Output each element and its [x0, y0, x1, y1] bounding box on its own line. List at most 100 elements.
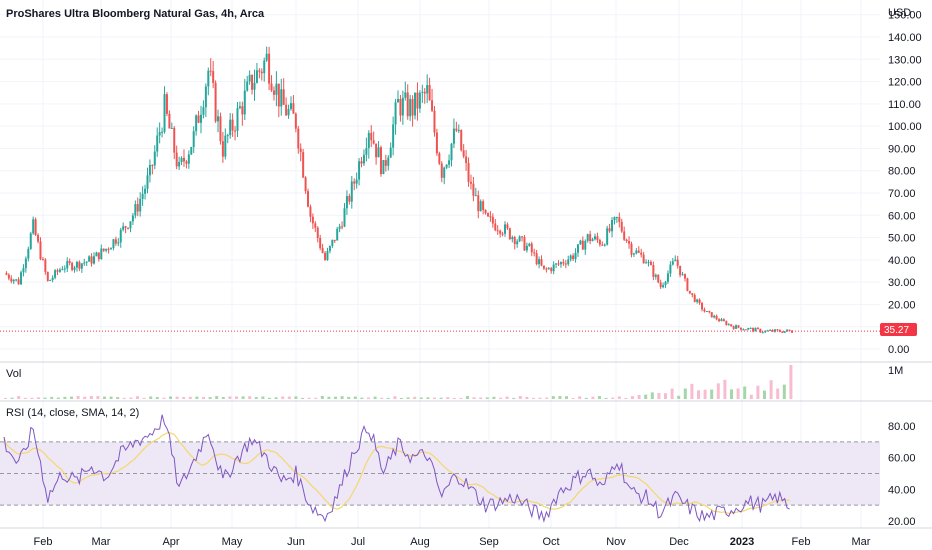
- candle-body[interactable]: [496, 230, 499, 232]
- candle-body[interactable]: [285, 104, 288, 116]
- candle-body[interactable]: [545, 268, 548, 270]
- candle-body[interactable]: [100, 248, 103, 260]
- candle-body[interactable]: [513, 237, 516, 245]
- candle-body[interactable]: [783, 331, 786, 333]
- candle-body[interactable]: [117, 242, 120, 244]
- candle-body[interactable]: [204, 86, 207, 108]
- candle-body[interactable]: [68, 261, 71, 263]
- candle-body[interactable]: [613, 217, 616, 221]
- candle-body[interactable]: [635, 250, 638, 254]
- candle-body[interactable]: [681, 274, 684, 276]
- candle-body[interactable]: [292, 103, 295, 114]
- candle-body[interactable]: [251, 74, 254, 90]
- candle-body[interactable]: [275, 83, 278, 95]
- candle-body[interactable]: [718, 319, 721, 322]
- candle-body[interactable]: [460, 129, 463, 151]
- candle-body[interactable]: [484, 209, 487, 214]
- candle-body[interactable]: [248, 74, 251, 82]
- candle-body[interactable]: [85, 261, 88, 263]
- candle-body[interactable]: [195, 115, 198, 132]
- candle-body[interactable]: [15, 279, 18, 281]
- candle-body[interactable]: [243, 90, 246, 115]
- candle-body[interactable]: [255, 70, 258, 83]
- candle-body[interactable]: [404, 92, 407, 98]
- candle-body[interactable]: [601, 244, 604, 246]
- candle-body[interactable]: [640, 252, 643, 255]
- volume-pane[interactable]: [4, 365, 793, 399]
- candle-body[interactable]: [504, 224, 507, 234]
- candle-body[interactable]: [752, 327, 755, 332]
- candle-body[interactable]: [465, 156, 468, 164]
- candle-body[interactable]: [693, 295, 696, 302]
- candle-body[interactable]: [542, 265, 545, 269]
- candle-body[interactable]: [226, 135, 229, 137]
- candle-body[interactable]: [625, 239, 628, 242]
- candle-body[interactable]: [511, 237, 514, 240]
- candle-body[interactable]: [754, 327, 757, 332]
- candle-body[interactable]: [51, 277, 54, 280]
- candle-body[interactable]: [185, 161, 188, 164]
- candle-body[interactable]: [720, 319, 723, 322]
- candle-body[interactable]: [579, 240, 582, 245]
- candle-body[interactable]: [664, 281, 667, 286]
- candle-body[interactable]: [773, 329, 776, 332]
- candle-body[interactable]: [499, 230, 502, 234]
- candle-body[interactable]: [705, 311, 708, 313]
- candle-body[interactable]: [701, 303, 704, 310]
- candle-body[interactable]: [341, 226, 344, 228]
- candle-body[interactable]: [715, 315, 718, 320]
- candle-body[interactable]: [674, 259, 677, 262]
- candle-body[interactable]: [119, 229, 122, 243]
- candle-body[interactable]: [316, 227, 319, 239]
- candle-body[interactable]: [338, 226, 341, 229]
- candle-body[interactable]: [469, 181, 472, 184]
- candle-body[interactable]: [766, 330, 769, 332]
- candle-body[interactable]: [781, 331, 784, 333]
- candle-body[interactable]: [146, 175, 149, 189]
- candle-body[interactable]: [63, 268, 66, 270]
- candle-body[interactable]: [343, 208, 346, 227]
- candle-body[interactable]: [747, 328, 750, 330]
- candle-body[interactable]: [75, 261, 78, 268]
- candle-body[interactable]: [148, 164, 151, 176]
- candle-body[interactable]: [173, 127, 176, 153]
- candle-body[interactable]: [737, 325, 740, 328]
- candle-body[interactable]: [182, 157, 185, 162]
- candle-body[interactable]: [105, 248, 108, 251]
- candle-body[interactable]: [530, 243, 533, 253]
- candle-body[interactable]: [229, 119, 232, 136]
- candle-body[interactable]: [231, 119, 234, 131]
- candle-body[interactable]: [686, 278, 689, 291]
- candle-body[interactable]: [508, 228, 511, 240]
- candle-body[interactable]: [44, 259, 47, 272]
- candle-body[interactable]: [518, 236, 521, 242]
- candle-body[interactable]: [414, 92, 417, 116]
- candle-body[interactable]: [406, 92, 409, 117]
- candle-body[interactable]: [708, 311, 711, 313]
- candle-body[interactable]: [727, 324, 730, 326]
- candle-body[interactable]: [353, 181, 356, 184]
- candle-body[interactable]: [24, 258, 27, 269]
- candle-body[interactable]: [591, 239, 594, 242]
- candle-body[interactable]: [598, 239, 601, 245]
- candle-body[interactable]: [637, 250, 640, 253]
- candle-body[interactable]: [299, 148, 302, 153]
- candle-body[interactable]: [175, 152, 178, 167]
- rsi-pane[interactable]: [0, 414, 880, 523]
- candle-body[interactable]: [486, 213, 489, 217]
- candle-body[interactable]: [319, 238, 322, 249]
- candle-body[interactable]: [32, 219, 35, 234]
- price-pane[interactable]: [0, 46, 880, 334]
- candle-body[interactable]: [713, 315, 716, 318]
- candle-body[interactable]: [428, 85, 431, 101]
- candle-body[interactable]: [628, 241, 631, 244]
- candle-body[interactable]: [632, 253, 635, 255]
- candle-body[interactable]: [749, 327, 752, 329]
- candle-body[interactable]: [397, 98, 399, 103]
- candle-body[interactable]: [489, 216, 492, 218]
- candle-body[interactable]: [649, 261, 652, 266]
- candle-body[interactable]: [270, 83, 273, 91]
- candle-body[interactable]: [443, 167, 446, 178]
- candle-body[interactable]: [435, 132, 438, 154]
- candle-body[interactable]: [411, 98, 414, 116]
